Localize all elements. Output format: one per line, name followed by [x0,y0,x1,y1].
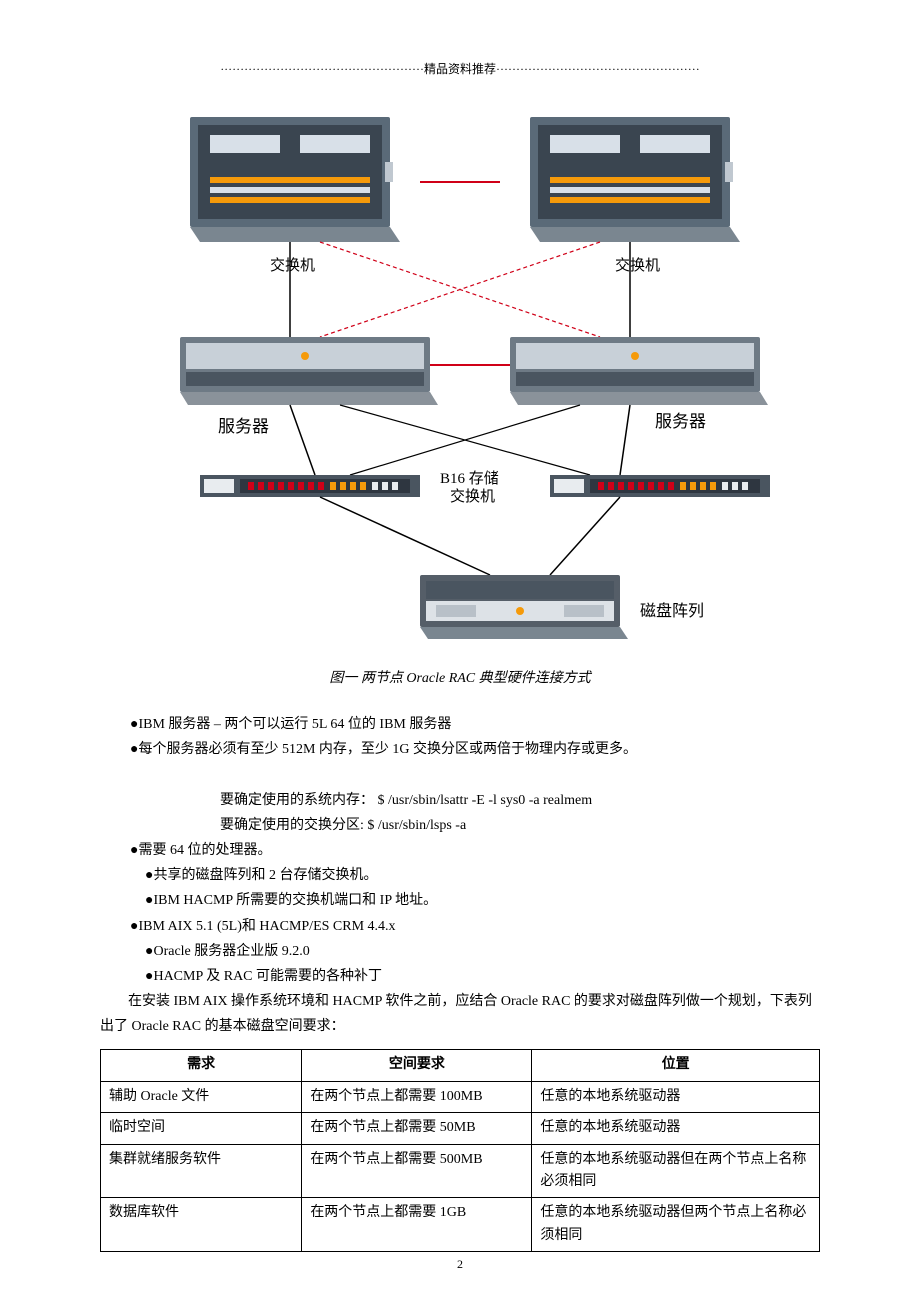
table-row: 集群就绪服务软件 在两个节点上都需要 500MB 任意的本地系统驱动器但在两个节… [101,1144,820,1198]
page-number: 2 [0,1257,920,1272]
th-2: 位置 [532,1050,820,1081]
server-left-icon [180,337,438,405]
inset-1: 要确定使用的系统内存： $ /usr/sbin/lsattr -E -l sys… [100,788,820,813]
td: 任意的本地系统驱动器但两个节点上名称必须相同 [532,1198,820,1252]
storage-switch-left-icon [200,475,420,497]
bullet-6: ●IBM AIX 5.1 (5L)和 HACMP/ES CRM 4.4.x [100,914,820,939]
td: 任意的本地系统驱动器但在两个节点上名称必须相同 [532,1144,820,1198]
server-right-icon [510,337,768,405]
th-0: 需求 [101,1050,302,1081]
bullet-3: ●需要 64 位的处理器。 [100,838,820,863]
td: 任意的本地系统驱动器 [532,1113,820,1144]
label-server-left: 服务器 [218,412,269,437]
td: 在两个节点上都需要 50MB [302,1113,532,1144]
td: 集群就绪服务软件 [101,1144,302,1198]
td: 任意的本地系统驱动器 [532,1081,820,1112]
td: 辅助 Oracle 文件 [101,1081,302,1112]
table-header-row: 需求 空间要求 位置 [101,1050,820,1081]
requirements-table: 需求 空间要求 位置 辅助 Oracle 文件 在两个节点上都需要 100MB … [100,1049,820,1252]
td: 在两个节点上都需要 100MB [302,1081,532,1112]
diagram-container: 交换机 交换机 服务器 服务器 B16 存储 交换机 磁盘阵列 [140,107,780,647]
page: ········································… [0,0,920,1302]
figure-caption: 图一 两节点 Oracle RAC 典型硬件连接方式 [100,667,820,687]
bullet-4: ●共享的磁盘阵列和 2 台存储交换机。 [100,863,820,888]
disk-array-icon [420,575,628,639]
label-disk-array: 磁盘阵列 [640,597,704,621]
th-1: 空间要求 [302,1050,532,1081]
bullet-7: ●Oracle 服务器企业版 9.2.0 [100,939,820,964]
paragraph: 在安装 IBM AIX 操作系统环境和 HACMP 软件之前，应结合 Oracl… [100,989,820,1039]
bullet-5: ●IBM HACMP 所需要的交换机端口和 IP 地址。 [100,888,820,913]
label-server-right: 服务器 [655,407,706,432]
body-text: ●IBM 服务器 – 两个可以运行 5L 64 位的 IBM 服务器 ●每个服务… [100,712,820,1039]
bullet-1: ●IBM 服务器 – 两个可以运行 5L 64 位的 IBM 服务器 [100,712,820,737]
label-storage-switch-2: 交换机 [450,485,495,506]
switch-right-icon [530,117,740,242]
bullet-2: ●每个服务器必须有至少 512M 内存，至少 1G 交换分区或两倍于物理内存或更… [100,737,820,762]
label-switch-right: 交换机 [615,254,660,275]
td: 在两个节点上都需要 1GB [302,1198,532,1252]
label-switch-left: 交换机 [270,254,315,275]
td: 临时空间 [101,1113,302,1144]
header-divider: ········································… [100,60,820,77]
table-row: 临时空间 在两个节点上都需要 50MB 任意的本地系统驱动器 [101,1113,820,1144]
storage-switch-right-icon [550,475,770,497]
topology-diagram [140,107,780,647]
bullet-8: ●HACMP 及 RAC 可能需要的各种补丁 [100,964,820,989]
switch-left-icon [190,117,400,242]
table-row: 数据库软件 在两个节点上都需要 1GB 任意的本地系统驱动器但两个节点上名称必须… [101,1198,820,1252]
td: 在两个节点上都需要 500MB [302,1144,532,1198]
td: 数据库软件 [101,1198,302,1252]
inset-2: 要确定使用的交换分区: $ /usr/sbin/lsps -a [100,813,820,838]
table-row: 辅助 Oracle 文件 在两个节点上都需要 100MB 任意的本地系统驱动器 [101,1081,820,1112]
